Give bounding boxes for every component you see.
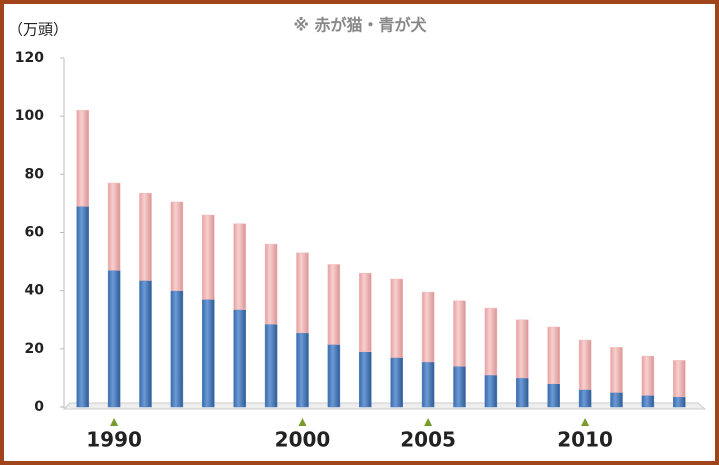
bar-segment [107, 182, 121, 271]
year-marker [424, 418, 433, 426]
y-axis-label: （万頭） [8, 21, 68, 39]
bar-segment [516, 377, 529, 408]
bar-segment [547, 383, 560, 408]
bar-segment [296, 332, 309, 408]
bar-segment [139, 192, 152, 281]
year-marker [581, 418, 590, 426]
y-tick-label: 20 [25, 341, 45, 357]
bar-segment [264, 243, 278, 325]
bar-segment [170, 290, 184, 408]
bar-segment [327, 344, 341, 408]
bar-segment [202, 214, 215, 300]
bar-segment [359, 272, 372, 352]
bar-segment [76, 110, 89, 207]
bar-segment [641, 395, 655, 408]
bar-segment [641, 355, 655, 396]
x-tick-label: 2010 [557, 428, 613, 452]
y-tick-label: 100 [15, 108, 44, 124]
bar-segment [264, 323, 278, 408]
bar-segment [76, 206, 89, 408]
bar-segment [139, 280, 152, 408]
bar-segment [421, 291, 435, 363]
bar-segment [233, 309, 246, 408]
bar-segment [673, 360, 686, 398]
year-marker [298, 418, 307, 426]
bar-segment [610, 392, 623, 408]
bar-segment [484, 374, 498, 408]
chart-title: ※ 赤が猫・青が犬 [293, 16, 427, 35]
x-tick-label: 2000 [275, 428, 331, 452]
bar-segment [421, 361, 435, 408]
bar-segment [673, 396, 686, 408]
bar-segment [327, 264, 341, 345]
bar-segment [578, 339, 592, 390]
y-tick-label: 120 [15, 50, 44, 66]
y-tick-label: 40 [25, 283, 45, 299]
bar-segment [453, 366, 466, 408]
bar-segment [107, 270, 121, 408]
y-tick-label: 60 [25, 225, 45, 241]
bar-segment [453, 300, 466, 367]
y-tick-label: 0 [34, 399, 44, 415]
bar-segment [390, 357, 403, 408]
bar-segment [170, 201, 184, 291]
bar-segment [610, 347, 623, 393]
bar-segment [202, 299, 215, 408]
bar-segment [390, 278, 403, 358]
bar-segment [359, 351, 372, 408]
bar-segment [578, 389, 592, 408]
floor [62, 402, 707, 410]
bar-segment [484, 307, 498, 376]
bar-segment [547, 326, 560, 384]
x-tick-label: 2005 [400, 428, 456, 452]
x-tick-label: 1990 [86, 428, 142, 452]
year-marker [110, 418, 119, 426]
bar-segment [296, 252, 309, 334]
bar-segment [516, 319, 529, 379]
y-tick-label: 80 [25, 166, 45, 182]
bar-segment [233, 223, 246, 310]
